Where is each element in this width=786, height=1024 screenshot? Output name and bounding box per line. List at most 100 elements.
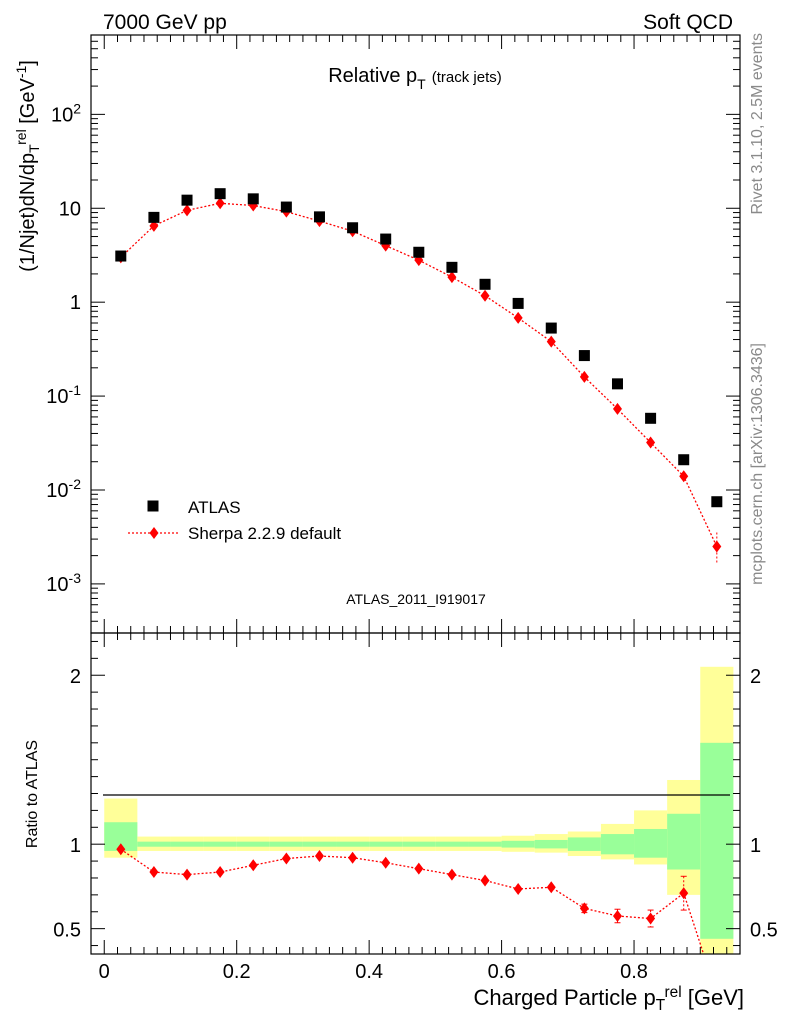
atlas-point bbox=[645, 412, 657, 424]
x-tick-label: 0 bbox=[99, 961, 110, 983]
main-axis-ticks bbox=[91, 34, 740, 634]
ratio-point bbox=[314, 850, 324, 863]
ratio-y-axis-label: Ratio to ATLAS bbox=[24, 740, 41, 848]
ratio-point bbox=[513, 882, 523, 895]
ratio-y-tick-label: 0.5 bbox=[53, 920, 81, 942]
ratio-point bbox=[646, 912, 656, 925]
sherpa-point bbox=[646, 436, 656, 449]
ratio-point bbox=[480, 874, 490, 887]
ratio-frame bbox=[90, 632, 741, 955]
atlas-point bbox=[313, 211, 325, 223]
ratio-stat-band bbox=[667, 813, 701, 870]
main-frame bbox=[90, 34, 741, 634]
ratio-point bbox=[348, 851, 358, 864]
atlas-point bbox=[611, 378, 623, 390]
ratio-axis-ticks bbox=[91, 633, 740, 954]
y-tick-label: 10-1 bbox=[46, 382, 81, 408]
ratio-stat-band bbox=[170, 841, 204, 847]
ratio-point bbox=[579, 902, 589, 915]
sherpa-point bbox=[546, 335, 556, 348]
atlas-point bbox=[578, 350, 590, 362]
ratio-stat-band bbox=[302, 841, 337, 847]
ratio-stat-band bbox=[600, 834, 635, 855]
ratio-stat-band bbox=[269, 841, 303, 847]
legend-atlas-marker bbox=[147, 500, 159, 512]
ratio-point bbox=[546, 881, 556, 894]
sherpa-point bbox=[679, 470, 689, 483]
ratio-point bbox=[679, 887, 689, 900]
ratio-y-tick-label-right: 0.5 bbox=[750, 920, 778, 942]
atlas-point bbox=[181, 194, 193, 206]
x-tick-label: 0.8 bbox=[620, 961, 648, 983]
atlas-point bbox=[711, 496, 723, 508]
ratio-stat-band bbox=[567, 837, 601, 851]
atlas-point bbox=[148, 211, 160, 223]
ratio-stat-band bbox=[203, 841, 237, 847]
atlas-point bbox=[545, 322, 557, 334]
atlas-point bbox=[247, 193, 259, 205]
sherpa-point bbox=[712, 540, 722, 553]
atlas-point bbox=[413, 246, 425, 258]
legend-atlas-label: ATLAS bbox=[188, 498, 241, 517]
y-tick-label: 10 bbox=[59, 198, 81, 220]
ratio-stat-band bbox=[402, 841, 436, 847]
x-tick-label: 0.6 bbox=[488, 961, 516, 983]
ratio-point bbox=[182, 868, 192, 881]
y-tick-label: 102 bbox=[51, 101, 81, 127]
ratio-point bbox=[116, 843, 126, 856]
ratio-stat-band bbox=[236, 841, 270, 847]
atlas-point bbox=[446, 261, 458, 273]
chart-title-sub: T bbox=[417, 76, 426, 92]
sherpa-point bbox=[447, 271, 457, 284]
y-tick-label: 10-3 bbox=[46, 570, 81, 596]
ratio-point bbox=[447, 868, 457, 881]
main-panel: 10-3 10-2 10-1 1 10 102 Relative pT (track jet… bbox=[13, 34, 741, 634]
legend-sherpa-label: Sherpa 2.2.9 default bbox=[188, 524, 341, 543]
sherpa-point bbox=[579, 370, 589, 383]
atlas-point bbox=[380, 233, 392, 245]
ratio-stat-band bbox=[700, 742, 734, 939]
ratio-point bbox=[215, 866, 225, 879]
x-tick-label: 0.4 bbox=[355, 961, 383, 983]
legend: ATLAS Sherpa 2.2.9 default bbox=[128, 498, 341, 543]
sherpa-point bbox=[182, 204, 192, 217]
ratio-stat-band bbox=[634, 828, 668, 858]
analysis-id: ATLAS_2011_I919017 bbox=[346, 591, 486, 607]
ratio-y-tick-label: 2 bbox=[70, 666, 81, 688]
ratio-point bbox=[381, 856, 391, 869]
ratio-stat-band bbox=[336, 841, 370, 847]
ratio-stat-band bbox=[137, 841, 171, 847]
atlas-point bbox=[115, 250, 127, 262]
main-y-axis-label: (1/Njet)dN/dpTrel [GeV-1] bbox=[13, 60, 42, 272]
ratio-stat-band bbox=[534, 839, 568, 849]
atlas-point bbox=[347, 222, 359, 234]
ratio-stat-band bbox=[435, 841, 469, 847]
x-tick-label: 0.2 bbox=[223, 961, 251, 983]
ratio-stat-band bbox=[501, 840, 535, 848]
y-tick-label: 1 bbox=[70, 292, 81, 314]
header-energy: 7000 GeV pp bbox=[103, 11, 227, 34]
ratio-y-tick-label-right: 1 bbox=[750, 835, 761, 857]
chart-title: Relative pT (track jets) bbox=[328, 65, 502, 92]
chart-title-suffix: (track jets) bbox=[432, 69, 502, 86]
sherpa-point bbox=[480, 289, 490, 302]
header-category: Soft QCD bbox=[643, 11, 733, 34]
atlas-point bbox=[678, 454, 690, 466]
ratio-y-tick-label-right: 2 bbox=[750, 666, 761, 688]
atlas-point bbox=[214, 188, 226, 200]
legend-sherpa-marker bbox=[149, 527, 159, 539]
ratio-stat-band bbox=[369, 841, 403, 847]
mcplots-label: mcplots.cern.ch [arXiv:1306.3436] bbox=[749, 343, 766, 585]
chart-title-main: Relative p bbox=[328, 65, 417, 87]
ratio-point bbox=[414, 862, 424, 875]
ratio-point bbox=[612, 909, 622, 922]
x-axis-label: Charged Particle pTrel [GeV] bbox=[473, 984, 744, 1015]
atlas-point bbox=[280, 201, 292, 213]
rivet-label: Rivet 3.1.10, 2.5M events bbox=[749, 33, 766, 214]
sherpa-point bbox=[513, 311, 523, 324]
ratio-sherpa-line bbox=[120, 848, 685, 920]
y-tick-label: 10-2 bbox=[46, 476, 81, 502]
ratio-point bbox=[149, 866, 159, 879]
sherpa-point bbox=[215, 197, 225, 210]
